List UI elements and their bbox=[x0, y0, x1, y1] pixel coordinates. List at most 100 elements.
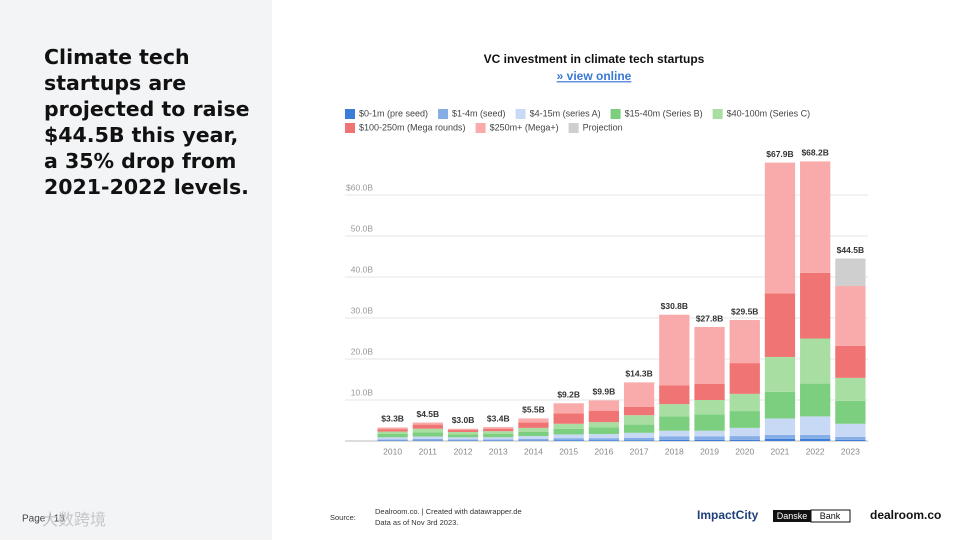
legend-label: $4-15m (series A) bbox=[530, 108, 601, 118]
bar-segment bbox=[588, 410, 620, 423]
bar-segment bbox=[518, 418, 549, 423]
bar-segment bbox=[412, 424, 443, 429]
bar-segment bbox=[447, 428, 479, 430]
bar-segment bbox=[623, 432, 655, 438]
bar-segment bbox=[835, 258, 866, 287]
bar-segment bbox=[377, 439, 408, 441]
x-tick-label: 2015 bbox=[559, 446, 578, 456]
bar-segment bbox=[518, 431, 549, 437]
bar-segment bbox=[659, 436, 690, 440]
bar-segment bbox=[588, 438, 620, 441]
total-label: $29.5B bbox=[731, 306, 758, 316]
x-tick-label: 2018 bbox=[665, 446, 684, 456]
bar-segment bbox=[412, 422, 443, 425]
bar-segment bbox=[483, 437, 514, 440]
bar-segment bbox=[483, 428, 514, 432]
bar-segment bbox=[377, 437, 408, 440]
bar-segment bbox=[377, 427, 408, 430]
source-label: Source: bbox=[330, 513, 356, 522]
bar-segment bbox=[553, 438, 584, 441]
total-label: $9.9B bbox=[593, 387, 616, 397]
bar-segment bbox=[623, 437, 655, 441]
total-label: $3.0B bbox=[452, 415, 475, 425]
x-tick-label: 2010 bbox=[383, 446, 402, 456]
bar-segment bbox=[729, 411, 760, 428]
legend-label: $1-4m (seed) bbox=[452, 108, 506, 118]
bar-segment bbox=[483, 427, 514, 429]
bar-segment bbox=[835, 439, 866, 441]
bar-segment bbox=[729, 363, 760, 394]
bar-segment bbox=[518, 436, 549, 439]
bar-segment bbox=[764, 293, 796, 357]
y-tick-label: 30.0B bbox=[351, 305, 374, 315]
legend-label: $15-40m (Series B) bbox=[625, 108, 703, 118]
logo-impactcity: ImpactCity bbox=[697, 508, 759, 522]
bar-segment bbox=[729, 320, 760, 364]
bar-segment bbox=[835, 286, 866, 346]
legend-swatch bbox=[515, 109, 526, 119]
bar-segment bbox=[800, 272, 831, 339]
bar-segment bbox=[694, 400, 725, 415]
bar-segment bbox=[447, 431, 479, 435]
x-tick-label: 2019 bbox=[700, 446, 719, 456]
bar-segment bbox=[764, 162, 796, 294]
logo-box bbox=[773, 510, 811, 522]
bar-segment bbox=[623, 415, 655, 425]
bar-segment bbox=[623, 382, 655, 407]
bar-segment bbox=[659, 439, 690, 441]
bar-segment bbox=[623, 440, 655, 441]
bar-segment bbox=[588, 400, 620, 411]
y-tick-label: 40.0B bbox=[351, 264, 374, 274]
bar-segment bbox=[835, 423, 866, 437]
bar-segment bbox=[800, 438, 831, 441]
total-label: $30.8B bbox=[661, 301, 688, 311]
total-label: $44.5B bbox=[837, 245, 864, 255]
bar-segment bbox=[588, 440, 620, 441]
bar-segment bbox=[483, 434, 514, 438]
legend-swatch bbox=[345, 123, 355, 133]
bar-segment bbox=[764, 434, 796, 439]
bar-segment bbox=[694, 430, 725, 437]
view-online-link[interactable]: » view online bbox=[557, 69, 632, 83]
bar-segment bbox=[764, 418, 796, 435]
x-tick-label: 2016 bbox=[594, 446, 613, 456]
legend-swatch bbox=[345, 109, 355, 119]
bar-segment bbox=[764, 356, 796, 392]
legend-label: Projection bbox=[583, 122, 623, 132]
bar-segment bbox=[377, 431, 408, 435]
y-tick-label: 50.0B bbox=[351, 223, 374, 233]
bar-segment bbox=[659, 430, 690, 437]
bar-segment bbox=[412, 432, 443, 437]
bar-segment bbox=[553, 428, 584, 435]
bar-segment bbox=[553, 434, 584, 439]
x-tick-label: 2021 bbox=[771, 446, 790, 456]
total-label: $4.5B bbox=[416, 409, 439, 419]
bar-segment bbox=[518, 438, 549, 441]
bar-segment bbox=[800, 161, 831, 273]
bar-segment bbox=[764, 438, 796, 441]
bar-segment bbox=[483, 439, 514, 441]
x-tick-label: 2014 bbox=[524, 446, 543, 456]
bar-segment bbox=[377, 429, 408, 432]
total-label: $27.8B bbox=[696, 313, 723, 323]
legend-swatch bbox=[438, 109, 449, 119]
bar-segment bbox=[835, 345, 866, 378]
page-number: Page / 13 bbox=[22, 514, 65, 525]
bar-segment bbox=[800, 434, 831, 439]
bar-segment bbox=[412, 428, 443, 433]
bar-segment bbox=[694, 439, 725, 441]
legend-label: $100-250m (Mega rounds) bbox=[359, 122, 466, 132]
legend-label: $40-100m (Series C) bbox=[727, 108, 811, 118]
x-tick-label: 2017 bbox=[630, 446, 649, 456]
bar-segment bbox=[447, 434, 479, 438]
legend-swatch bbox=[568, 123, 579, 133]
total-label: $3.4B bbox=[487, 413, 510, 423]
bar-segment bbox=[729, 436, 760, 440]
bar-segment bbox=[553, 440, 584, 441]
bar-segment bbox=[729, 427, 760, 437]
total-label: $67.9B bbox=[766, 149, 793, 159]
bar-segment bbox=[835, 436, 866, 440]
bar-segment bbox=[623, 406, 655, 416]
